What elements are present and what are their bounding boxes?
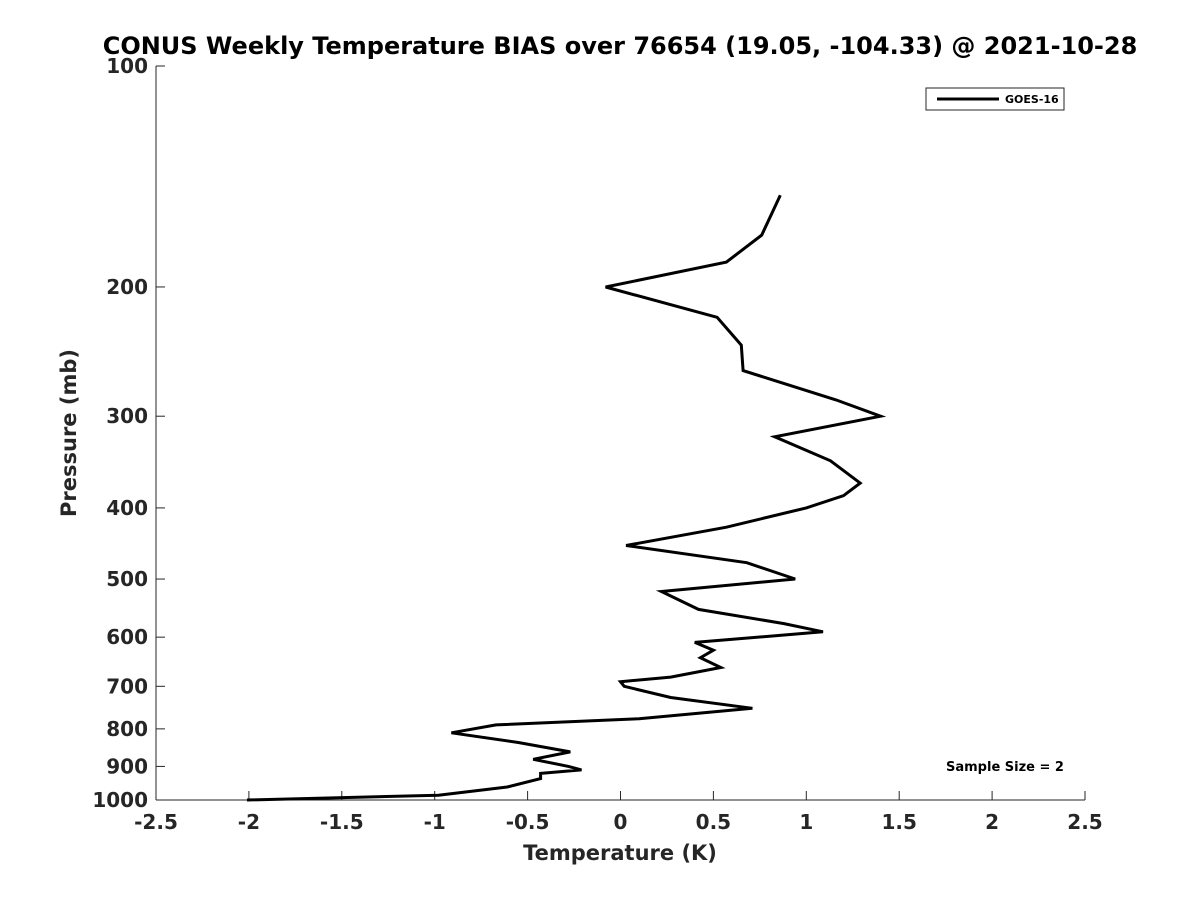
- y-tick-label: 600: [106, 625, 148, 649]
- x-tick-label: 2.5: [1067, 810, 1102, 834]
- y-tick-label: 700: [106, 674, 148, 698]
- x-tick-label: 0.5: [696, 810, 731, 834]
- y-tick-label: 200: [106, 275, 148, 299]
- x-axis-ticks: -2.5 -2 -1.5 -1 -0.5 0 0.5 1 1.5 2 2.5: [134, 791, 1103, 834]
- legend: GOES-16: [925, 87, 1065, 111]
- y-tick-label: 400: [106, 496, 148, 520]
- y-tick-label: 1000: [92, 788, 148, 812]
- x-tick-label: 1: [799, 810, 813, 834]
- x-tick-label: 1.5: [881, 810, 916, 834]
- y-tick-label: 500: [106, 567, 148, 591]
- y-axis-label: Pressure (mb): [57, 349, 81, 517]
- y-tick-label: 100: [106, 54, 148, 78]
- x-tick-label: -2.5: [134, 810, 178, 834]
- x-tick-label: -1.5: [320, 810, 364, 834]
- y-tick-label: 800: [106, 717, 148, 741]
- x-axis-label: Temperature (K): [523, 841, 717, 865]
- x-tick-label: 0: [614, 810, 628, 834]
- plot-axes: [155, 66, 1085, 801]
- x-tick-label: 2: [985, 810, 999, 834]
- y-axis-ticks: 100 200 300 400 500 600 700 800 900 1000: [92, 54, 165, 812]
- chart-title: CONUS Weekly Temperature BIAS over 76654…: [103, 32, 1138, 60]
- y-tick-label: 900: [106, 754, 148, 778]
- x-tick-label: -1: [424, 810, 446, 834]
- y-tick-label: 300: [106, 404, 148, 428]
- series-layer: [246, 194, 887, 802]
- series-line-0: [246, 194, 887, 802]
- legend-series-label: GOES-16: [1005, 93, 1059, 106]
- x-tick-label: -0.5: [506, 810, 550, 834]
- x-tick-label: -2: [238, 810, 260, 834]
- sample-size-annotation: Sample Size = 2: [946, 760, 1064, 775]
